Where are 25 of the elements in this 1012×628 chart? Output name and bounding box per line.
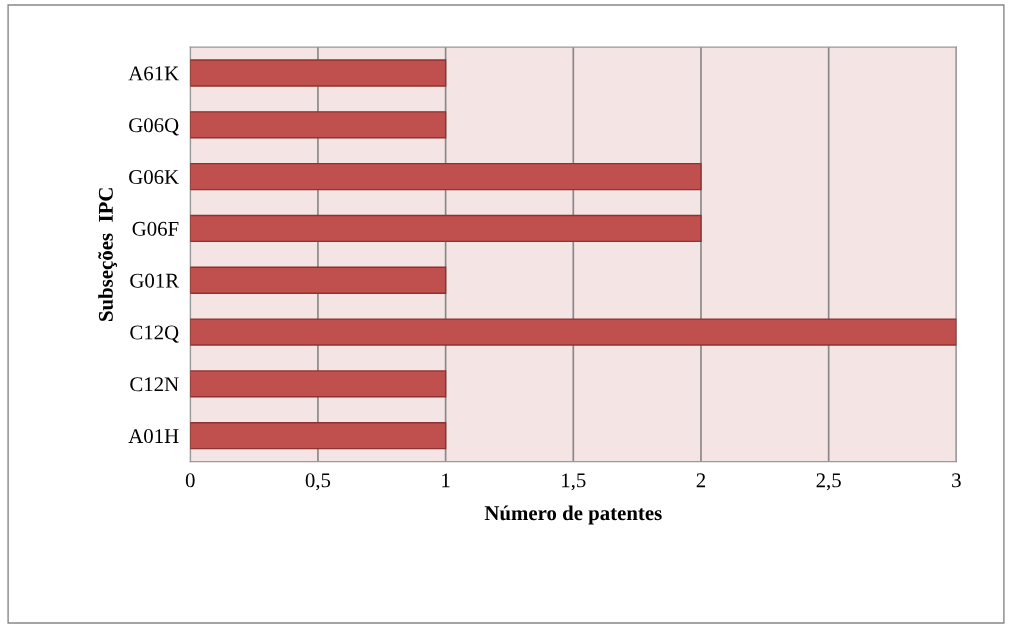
y-tick-label: G06Q: [129, 118, 179, 136]
x-tick-label: 3: [952, 473, 961, 488]
y-tick-label: C12N: [130, 377, 179, 392]
x-tick-label: 2: [696, 473, 706, 488]
x-tick-label: 0,5: [305, 473, 331, 491]
bar: [190, 266, 447, 294]
y-axis-title: Subseções IPC: [98, 188, 117, 321]
bar: [190, 370, 447, 398]
y-tick-label: C12Q: [130, 325, 179, 343]
bar: [190, 422, 447, 450]
x-tick-label: 1,5: [562, 473, 586, 491]
bar: [190, 59, 447, 87]
y-tick-label: G06K: [129, 170, 179, 185]
bar: [190, 162, 702, 191]
x-tick-label: 0: [185, 473, 195, 488]
x-axis-title: Número de patentes: [484, 505, 662, 525]
x-tick-label: 1: [442, 473, 450, 488]
y-tick-label: G01R: [130, 273, 180, 288]
y-tick-label: A61K: [128, 66, 179, 81]
bar: [190, 214, 702, 243]
x-tick-label: 2,5: [816, 473, 841, 491]
bar: [190, 111, 447, 139]
y-tick-label: G06F: [132, 221, 179, 236]
y-tick-label: A01H: [128, 429, 179, 444]
bar: [190, 318, 957, 346]
